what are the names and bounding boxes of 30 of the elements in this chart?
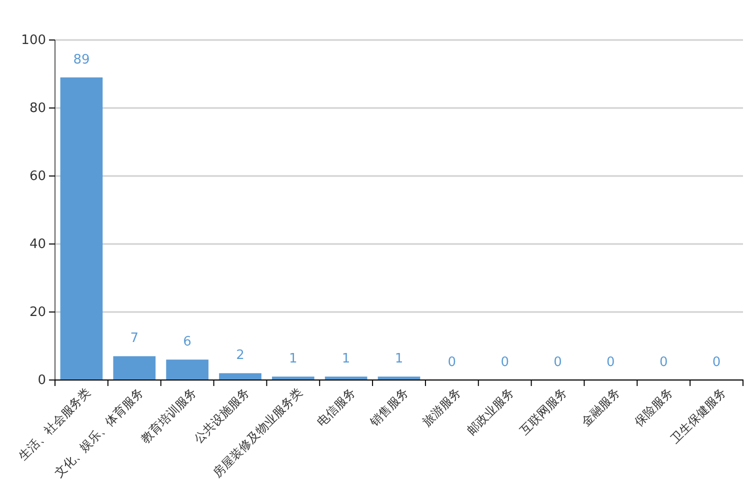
- data-label: 7: [130, 331, 139, 346]
- bar: [113, 356, 156, 380]
- y-tick-label: 60: [29, 169, 46, 184]
- y-tick-label: 0: [38, 373, 46, 388]
- x-tick-label: 保险服务: [632, 385, 676, 430]
- x-tick-label: 电信服务: [314, 385, 358, 430]
- bar: [166, 360, 208, 380]
- x-tick-label: 金融服务: [578, 385, 623, 430]
- x-tick-label: 邮政业服务: [464, 385, 517, 438]
- x-tick-label: 旅游服务: [420, 385, 464, 430]
- bar: [219, 373, 262, 380]
- data-label: 0: [712, 355, 721, 370]
- data-label: 1: [394, 352, 404, 367]
- data-label: 1: [342, 352, 350, 367]
- data-label: 0: [659, 355, 668, 370]
- data-label: 0: [554, 355, 562, 370]
- data-label: 0: [606, 355, 615, 370]
- data-label: 0: [448, 355, 456, 370]
- y-tick-label: 100: [21, 33, 46, 48]
- x-tick-label: 互联网服务: [517, 385, 570, 438]
- y-tick-label: 20: [29, 305, 46, 320]
- x-tick-label: 销售服务: [366, 385, 411, 430]
- bar: [60, 77, 103, 380]
- data-label: 89: [73, 52, 90, 68]
- data-label: 0: [500, 355, 509, 370]
- y-tick-label: 80: [29, 101, 46, 116]
- data-label: 2: [236, 348, 244, 364]
- data-label: 1: [289, 352, 298, 367]
- y-tick-label: 40: [29, 237, 46, 252]
- data-label: 6: [183, 334, 192, 350]
